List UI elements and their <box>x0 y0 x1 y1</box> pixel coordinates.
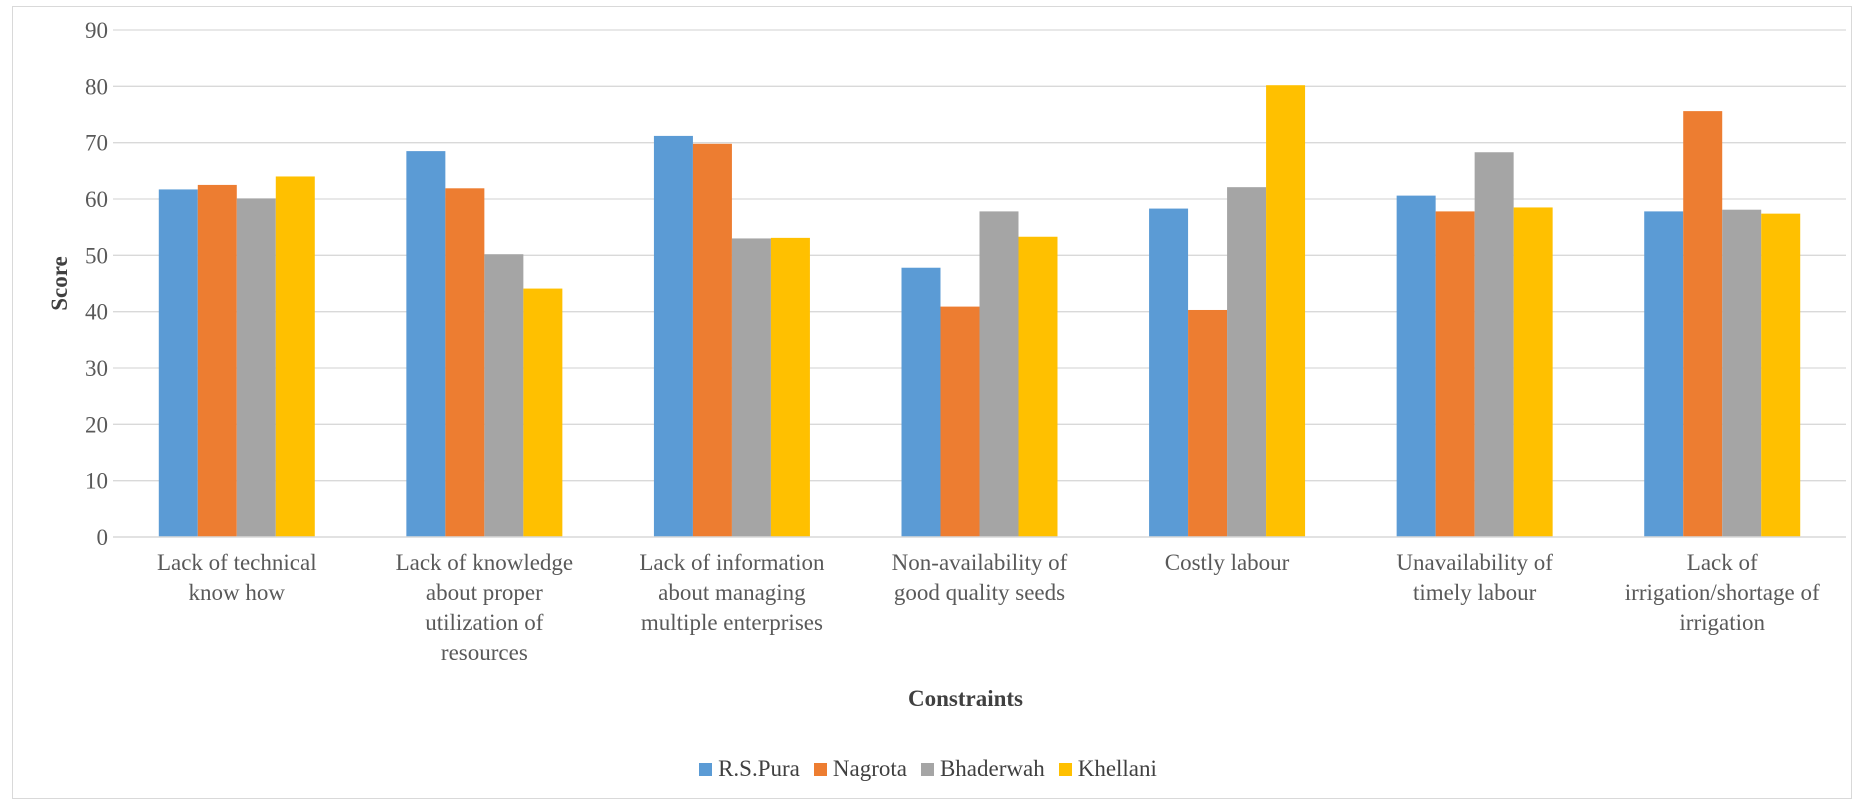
bar-bhaderwah <box>1227 187 1267 538</box>
y-tick-label: 90 <box>85 18 108 43</box>
bar-r-s-pura <box>653 135 693 537</box>
x-category-label-line: resources <box>441 640 528 665</box>
x-category-label-line: good quality seeds <box>894 580 1065 605</box>
x-category-label-line: multiple enterprises <box>641 610 823 635</box>
y-tick-label: 70 <box>85 131 108 156</box>
x-category-label-line: utilization of <box>425 610 544 635</box>
bar-bhaderwah <box>236 198 276 538</box>
legend-swatch <box>813 762 827 776</box>
y-axis-title: Score <box>47 256 72 311</box>
y-tick-label: 0 <box>97 525 109 550</box>
x-category-label-line: Non-availability of <box>892 550 1068 575</box>
x-category-label-line: irrigation/shortage of <box>1625 580 1820 605</box>
bar-khellani <box>770 237 810 537</box>
x-category-label-line: Unavailability of <box>1396 550 1553 575</box>
x-category-label: Lack of information about managing multipl… <box>639 550 825 635</box>
legend-label: Bhaderwah <box>939 756 1045 781</box>
bar-nagrota <box>1683 111 1723 538</box>
x-category-label-line: Lack of information <box>639 550 825 575</box>
bar-khellani <box>275 176 315 537</box>
x-category-label: Non-availability of good quality seeds <box>892 550 1068 605</box>
x-category-label: Lack of technical know how <box>157 550 317 605</box>
legend-item: Khellani <box>1058 756 1157 782</box>
x-category-label-line: know how <box>189 580 286 605</box>
y-tick-label: 80 <box>85 74 108 99</box>
bar-r-s-pura <box>406 151 446 537</box>
y-tick-label: 60 <box>85 187 108 212</box>
legend-item: Bhaderwah <box>920 756 1045 782</box>
x-category-label-line: about proper <box>426 580 543 605</box>
gridlines <box>113 29 1846 482</box>
bar-nagrota <box>940 306 980 537</box>
bar-khellani <box>1761 213 1801 537</box>
bar-nagrota <box>692 143 732 537</box>
bar-r-s-pura <box>901 267 941 537</box>
bar-khellani <box>1513 207 1553 537</box>
bar-bhaderwah <box>979 211 1019 538</box>
x-category-label: Lack of irrigation/shortage of irrigation <box>1625 550 1820 635</box>
y-tick-label: 50 <box>85 243 108 268</box>
legend-swatch <box>699 762 713 776</box>
y-tick-label: 30 <box>85 356 108 381</box>
bar-r-s-pura <box>1396 195 1436 537</box>
x-axis-title: Constraints <box>908 686 1023 711</box>
legend: R.S.Pura Nagrota Bhaderwah Khellani <box>0 752 1856 786</box>
bar-khellani <box>1018 236 1058 537</box>
bars <box>158 85 1801 538</box>
legend-label: Khellani <box>1077 756 1157 781</box>
bar-nagrota <box>445 188 485 537</box>
bar-bhaderwah <box>1474 152 1514 537</box>
bar-r-s-pura <box>158 189 198 537</box>
legend-swatch <box>920 762 934 776</box>
legend-label: Nagrota <box>832 756 907 781</box>
bar-nagrota <box>197 184 237 537</box>
y-tick-label: 20 <box>85 412 108 437</box>
legend-label: R.S.Pura <box>718 756 800 781</box>
bar-bhaderwah <box>1722 209 1762 537</box>
legend-swatch <box>1058 762 1072 776</box>
bar-bhaderwah <box>484 254 524 537</box>
bar-bhaderwah <box>731 238 771 537</box>
bar-khellani <box>523 288 563 537</box>
x-category-label-line: Lack of <box>1687 550 1758 575</box>
y-tick-label: 40 <box>85 300 108 325</box>
bar-nagrota <box>1435 211 1475 538</box>
bar-r-s-pura <box>1149 208 1189 537</box>
x-category-label: Costly labour <box>1165 550 1290 575</box>
bar-nagrota <box>1188 309 1228 537</box>
x-category-label-line: about managing <box>658 580 806 605</box>
x-category-label: Unavailability of timely labour <box>1396 550 1553 605</box>
legend-item: Nagrota <box>813 756 907 782</box>
x-category-label-line: Costly labour <box>1165 550 1290 575</box>
x-category-label-line: timely labour <box>1413 580 1537 605</box>
x-category-label-line: Lack of technical <box>157 550 317 575</box>
x-category-label-line: irrigation <box>1679 610 1765 635</box>
legend-item: R.S.Pura <box>699 756 800 782</box>
bar-khellani <box>1266 85 1306 537</box>
bar-r-s-pura <box>1644 211 1684 538</box>
x-category-label-line: Lack of knowledge <box>396 550 574 575</box>
category-labels: Lack of technical know how Lack of knowled… <box>157 550 1820 665</box>
x-category-label: Lack of knowledge about proper utilization… <box>396 550 574 665</box>
y-tick-label: 10 <box>85 469 108 494</box>
y-axis-ticks: 0 10 20 30 40 50 60 70 80 90 <box>85 18 108 550</box>
